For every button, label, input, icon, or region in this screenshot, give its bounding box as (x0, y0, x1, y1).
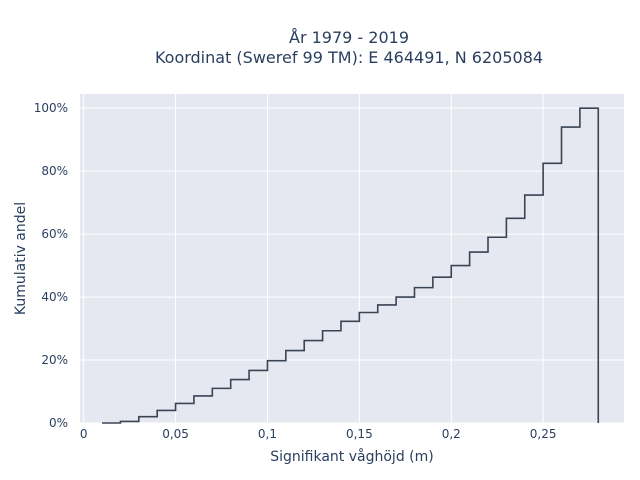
y-tick-label: 40% (41, 290, 68, 304)
y-tick-label: 80% (41, 164, 68, 178)
x-tick-label: 0,2 (442, 427, 461, 441)
y-tick-label: 100% (34, 101, 68, 115)
y-tick-label: 0% (49, 416, 68, 430)
y-axis-label: Kumulativ andel (13, 202, 29, 315)
series-layer (102, 107, 600, 424)
plot-area (80, 94, 624, 423)
x-tick-label: 0,15 (346, 427, 373, 441)
chart-title-line-1: År 1979 - 2019 (289, 28, 409, 47)
x-tick-label: 0,1 (258, 427, 277, 441)
x-tick-label: 0 (80, 427, 88, 441)
y-axis-ticks: 0% 20% 40% 60% 80% 100% (34, 101, 68, 430)
grid-lines (80, 94, 624, 424)
chart-title: År 1979 - 2019 Koordinat (Sweref 99 TM):… (0, 28, 640, 68)
x-axis-label: Signifikant våghöjd (m) (270, 448, 433, 465)
y-tick-label: 60% (41, 227, 68, 241)
x-axis-ticks: 0 0,05 0,1 0,15 0,2 0,25 (80, 427, 557, 441)
x-tick-label: 0,25 (530, 427, 557, 441)
chart-title-line-2: Koordinat (Sweref 99 TM): E 464491, N 62… (154, 48, 544, 67)
y-tick-label: 20% (41, 353, 68, 367)
x-tick-label: 0,05 (162, 427, 189, 441)
cumulative-step-line (102, 107, 600, 424)
